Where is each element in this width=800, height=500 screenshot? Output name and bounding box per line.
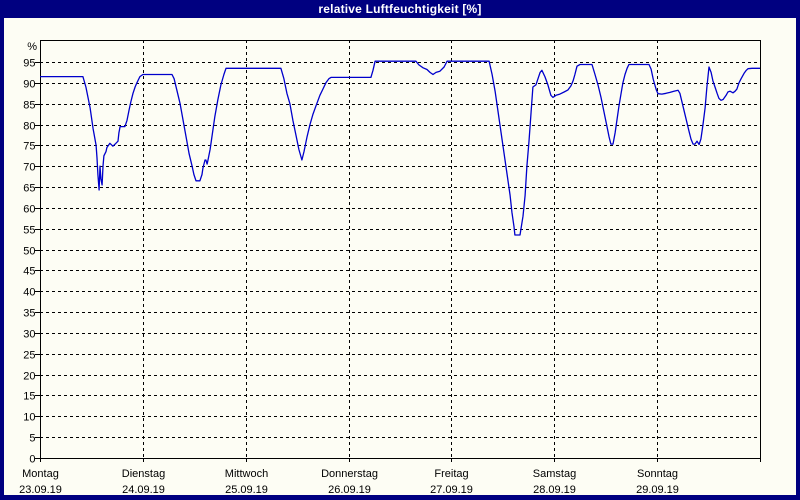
y-axis-label: 20	[23, 371, 35, 383]
y-axis-label: 75	[23, 141, 35, 153]
y-axis-label: 70	[23, 162, 35, 174]
window-title: relative Luftfeuchtigkeit [%]	[318, 2, 482, 16]
chart-area: 0 5 10 15 20 25 30 35 40 45 50 55 60 65 70 75 80 85 90 95% M…	[4, 18, 796, 495]
y-axis-label: 30	[23, 329, 35, 341]
y-axis-label: 55	[23, 225, 35, 237]
x-axis-date-label: 29.09.19	[636, 484, 679, 495]
window-titlebar: relative Luftfeuchtigkeit [%]	[0, 0, 800, 18]
y-axis-label: 50	[23, 246, 35, 258]
x-axis-day-label: Montag	[22, 468, 59, 480]
x-axis-date-label: 25.09.19	[225, 484, 268, 495]
x-axis-day-label: Freitag	[434, 468, 468, 480]
y-axis-label: 5	[29, 433, 35, 445]
y-axis-label: 65	[23, 183, 35, 195]
axes-and-ticks	[35, 62, 761, 462]
x-axis-date-label: 28.09.19	[533, 484, 576, 495]
x-axis-day-label: Donnerstag	[321, 468, 378, 480]
x-axis-day-label: Sonntag	[637, 468, 678, 480]
y-axis-unit-label: %	[27, 41, 37, 53]
y-axis-label: 95	[23, 58, 35, 70]
humidity-chart: 0 5 10 15 20 25 30 35 40 45 50 55 60 65 70 75 80 85 90 95% M…	[19, 40, 761, 495]
y-axis-label: 15	[23, 391, 35, 403]
axis-labels: 0 5 10 15 20 25 30 35 40 45 50 55 60 65 70 75 80 85 90 95% M…	[19, 41, 679, 495]
y-axis-label: 85	[23, 100, 35, 112]
x-axis-date-label: 23.09.19	[19, 484, 62, 495]
y-axis-label: 80	[23, 121, 35, 133]
y-axis-label: 60	[23, 204, 35, 216]
x-axis-day-label: Mittwoch	[225, 468, 268, 480]
y-axis-label: 90	[23, 79, 35, 91]
y-axis-label: 10	[23, 412, 35, 424]
y-axis-label: 25	[23, 350, 35, 362]
x-axis-date-label: 24.09.19	[122, 484, 165, 495]
y-axis-label: 40	[23, 287, 35, 299]
y-axis-label: 45	[23, 266, 35, 278]
gridlines	[40, 40, 760, 458]
x-axis-date-label: 27.09.19	[430, 484, 473, 495]
plot-frame	[40, 40, 761, 459]
x-axis-day-label: Dienstag	[122, 468, 165, 480]
x-axis-date-label: 26.09.19	[328, 484, 371, 495]
y-axis-label: 0	[29, 454, 35, 466]
x-axis-day-label: Samstag	[533, 468, 576, 480]
humidity-line	[40, 60, 760, 236]
y-axis-label: 35	[23, 308, 35, 320]
